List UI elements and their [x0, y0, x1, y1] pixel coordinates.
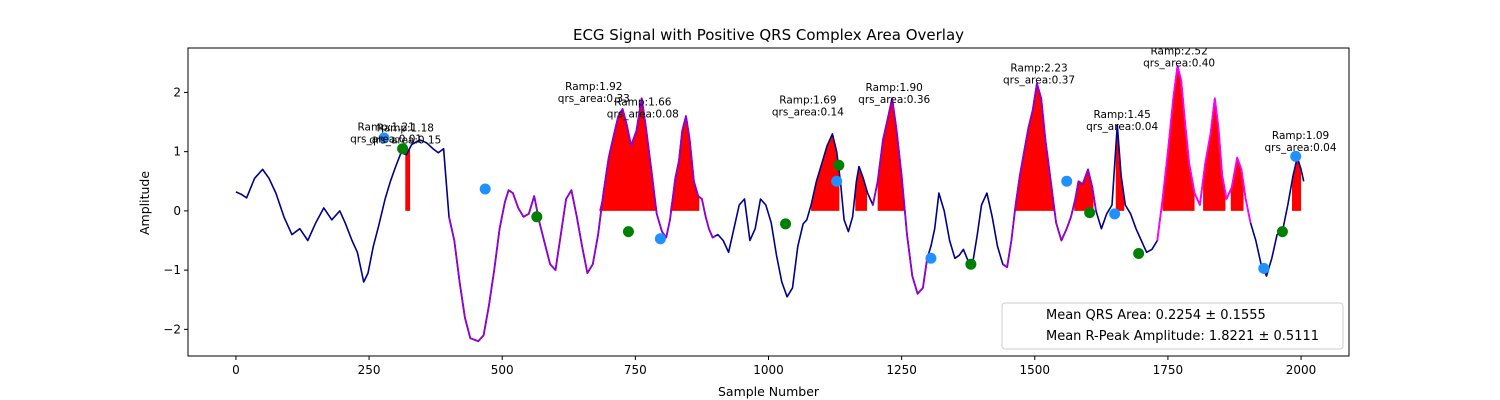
- plot-area: Ramp:1.21qrs_area:0.01Ramp:1.18qrs_area:…: [163, 46, 1350, 377]
- annotation-qrs-area-7: qrs_area:0.04: [1086, 121, 1158, 133]
- s-point-marker-6: [1084, 207, 1096, 219]
- qrs-area-7: [1014, 83, 1054, 211]
- annotation-ramp-2: Ramp:1.92: [565, 81, 622, 93]
- annotation-qrs-area-4: qrs_area:0.14: [772, 107, 844, 119]
- x-tick-label-0: 0: [232, 363, 240, 377]
- qrs-segment-4: [1156, 64, 1252, 241]
- q-point-marker-4: [925, 252, 937, 264]
- qrs-area-2: [599, 98, 657, 211]
- s-point-marker-1: [531, 211, 543, 223]
- x-tick-label-8: 2000: [1286, 363, 1317, 377]
- x-tick-label-1: 250: [358, 363, 381, 377]
- annotation-ramp-7: Ramp:1.45: [1093, 109, 1150, 121]
- y-tick-label-3: 1: [173, 145, 181, 159]
- x-tick-label-6: 1500: [1020, 363, 1051, 377]
- q-point-marker-3: [831, 175, 843, 187]
- y-tick-label-0: −2: [163, 322, 181, 336]
- s-point-marker-8: [1276, 226, 1288, 238]
- y-tick-label-1: −1: [163, 263, 181, 277]
- qrs-area-4: [811, 133, 840, 211]
- s-point-marker-4: [833, 159, 845, 171]
- qrs-area-6: [877, 98, 905, 211]
- x-axis-title: Sample Number: [718, 384, 820, 399]
- annotation-qrs-area-8: qrs_area:0.40: [1143, 58, 1215, 70]
- s-point-marker-5: [965, 258, 977, 270]
- q-point-marker-0: [378, 132, 390, 144]
- q-point-marker-1: [479, 183, 491, 195]
- s-point-marker-0: [397, 143, 409, 155]
- ecg-signal-line: [235, 65, 1305, 342]
- x-tick-label-4: 1000: [753, 363, 784, 377]
- qrs-area-11: [1203, 98, 1226, 211]
- q-point-marker-7: [1258, 262, 1270, 274]
- x-tick-label-5: 1250: [886, 363, 917, 377]
- annotation-ramp-0: Ramp:1.21: [357, 121, 414, 133]
- annotation-qrs-area-5: qrs_area:0.36: [858, 94, 930, 106]
- qrs-area-12: [1230, 157, 1244, 211]
- qrs-segment-0: [448, 189, 578, 343]
- y-axis-title: Amplitude: [137, 171, 152, 235]
- qrs-segment-3: [1002, 82, 1097, 269]
- annotation-ramp-9: Ramp:1.09: [1272, 130, 1329, 142]
- plot-contents: Ramp:1.21qrs_area:0.01Ramp:1.18qrs_area:…: [235, 46, 1337, 343]
- annotation-qrs-area-2: qrs_area:0.33: [558, 93, 630, 105]
- s-point-marker-3: [780, 218, 792, 230]
- qrs-segment-2: [872, 97, 929, 295]
- legend-box: [1001, 302, 1344, 350]
- chart-title: ECG Signal with Positive QRS Complex Are…: [573, 26, 964, 44]
- annotation-ramp-3: Ramp:1.66: [614, 96, 672, 108]
- annotation-qrs-area-0: qrs_area:0.01: [350, 133, 422, 145]
- s-point-marker-2: [622, 226, 634, 238]
- annotation-qrs-area-3: qrs_area:0.08: [607, 108, 679, 120]
- x-tick-label-7: 1750: [1153, 363, 1184, 377]
- annotation-qrs-area-9: qrs_area:0.04: [1265, 142, 1337, 154]
- q-point-marker-8: [1290, 150, 1302, 162]
- qrs-area-3: [669, 116, 700, 211]
- s-point-marker-7: [1133, 248, 1145, 260]
- x-tick-label-2: 500: [491, 363, 514, 377]
- y-tick-label-2: 0: [173, 204, 181, 218]
- q-point-marker-5: [1061, 175, 1073, 187]
- annotation-ramp-5: Ramp:1.90: [866, 82, 923, 94]
- annotation-ramp-6: Ramp:2.23: [1010, 63, 1067, 75]
- legend-entry-0: Mean QRS Area: 0.2254 ± 0.1555: [1046, 308, 1266, 323]
- y-tick-label-4: 2: [173, 85, 181, 99]
- annotation-ramp-8: Ramp:2.52: [1150, 46, 1207, 58]
- qrs-area-5: [855, 166, 868, 211]
- x-tick-label-3: 750: [624, 363, 647, 377]
- legend-entry-1: Mean R-Peak Amplitude: 1.8221 ± 0.5111: [1046, 329, 1319, 344]
- annotation-qrs-area-1: qrs_area:0.15: [369, 135, 441, 147]
- qrs-area-0: [405, 147, 411, 211]
- annotation-qrs-area-6: qrs_area:0.37: [1003, 75, 1075, 87]
- qrs-area-8: [1074, 169, 1094, 211]
- annotation-ramp-4: Ramp:1.69: [779, 95, 836, 107]
- annotation-ramp-1: Ramp:1.18: [377, 123, 434, 135]
- q-point-marker-2: [654, 233, 666, 245]
- q-point-marker-6: [1109, 208, 1121, 220]
- qrs-segment-1: [575, 97, 716, 274]
- qrs-area-10: [1162, 65, 1195, 211]
